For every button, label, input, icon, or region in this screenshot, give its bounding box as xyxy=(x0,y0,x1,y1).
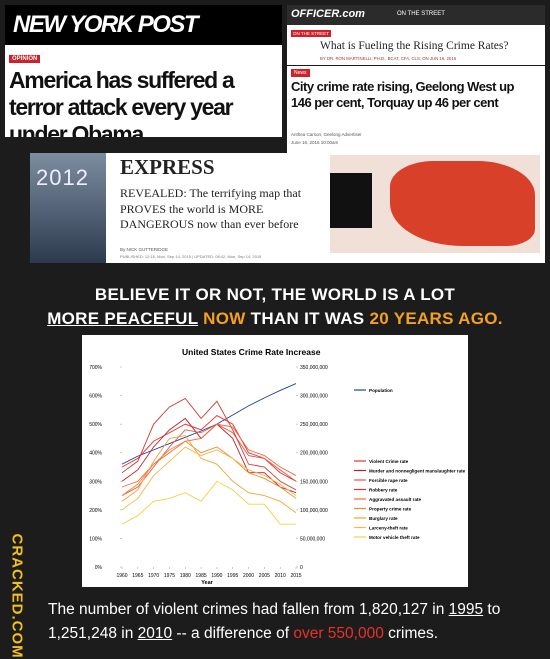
x-tick-label: 1960 xyxy=(116,573,127,579)
y2-tick-label: 50,000,000 xyxy=(300,536,325,542)
y-tick-label: 500% xyxy=(89,422,102,428)
byline: BY DR. RON MARTINELLI, PH.D., BCAT, CFA,… xyxy=(320,56,457,61)
x-tick-label: 2000 xyxy=(243,573,254,579)
caption-part: 1995 xyxy=(448,601,484,618)
tag: News xyxy=(291,69,310,77)
caption-part: The number of violent crimes had fallen … xyxy=(48,601,449,618)
x-tick-label: 1975 xyxy=(164,573,175,579)
y-tick-label: 0% xyxy=(95,565,103,571)
geelong-clip: News City crime rate rising, Geelong Wes… xyxy=(287,66,545,154)
flag xyxy=(330,173,372,228)
caption: The number of violent crimes had fallen … xyxy=(48,598,543,646)
headline: America has suffered a terror attack eve… xyxy=(9,67,235,137)
x-tick-label: 1965 xyxy=(132,573,143,579)
masthead: NEW YORK POST xyxy=(13,11,199,38)
poster-title: 2012 xyxy=(36,165,89,190)
legend-label: Robbery rate xyxy=(369,488,398,493)
y-tick-label: 600% xyxy=(89,394,102,400)
series-line xyxy=(121,397,297,491)
nypost-clip: NEW YORK POST OPINION America has suffer… xyxy=(5,5,282,137)
x-tick-label: 1970 xyxy=(148,573,159,579)
published: PUBLISHED: 12:16, Mon, Sep 14, 2015 | UP… xyxy=(120,254,262,259)
author: Anthea Carson, Geelong Advertiser xyxy=(291,132,362,137)
caption-part: -- a difference of xyxy=(172,625,294,642)
chart: United States Crime Rate Increase Year 0… xyxy=(82,335,468,587)
x-tick-label: 2005 xyxy=(259,573,270,579)
y2-tick-label: 150,000,000 xyxy=(300,479,328,485)
y2-tick-label: 300,000,000 xyxy=(300,394,328,400)
headline: MORE PEACEFUL NOW THAN IT WAS 20 YEARS A… xyxy=(0,306,550,331)
legend-label: Violent Crime rate xyxy=(369,459,409,464)
headline: REVEALED: The terrifying map that PROVES… xyxy=(120,186,302,231)
y-tick-label: 400% xyxy=(89,451,102,457)
series-line xyxy=(121,480,296,525)
caption-part: crimes. xyxy=(383,625,439,642)
y2-tick-label: 350,000,000 xyxy=(300,365,328,371)
headline: What is Fueling the Rising Crime Rates? xyxy=(320,40,509,52)
logo: OFFICER.com xyxy=(291,8,365,20)
y-tick-label: 100% xyxy=(89,536,102,542)
nav: ON THE STREET xyxy=(397,11,445,17)
masthead-bar xyxy=(5,5,282,45)
watermark: CRACKED.COM xyxy=(8,533,26,659)
legend-label: Population xyxy=(369,388,393,393)
x-axis-label: Year xyxy=(201,580,213,586)
series-line xyxy=(121,383,297,465)
y2-tick-label: 200,000,000 xyxy=(300,451,328,457)
byline: By NICK GUTTERIDGE xyxy=(120,247,169,252)
legend-label: Larceny-theft rate xyxy=(369,526,408,531)
y2-tick-label: 100,000,000 xyxy=(300,508,328,514)
y-tick-label: 200% xyxy=(89,508,102,514)
y2-tick-label: 250,000,000 xyxy=(300,422,328,428)
legend-label: Aggravated assault rate xyxy=(369,497,422,502)
series-line xyxy=(121,423,297,496)
y-tick-label: 700% xyxy=(89,365,102,371)
headline-part: NOW xyxy=(203,309,246,328)
section: OPINION xyxy=(9,55,41,63)
chart-title: United States Crime Rate Increase xyxy=(182,347,321,357)
x-tick-label: 2010 xyxy=(275,573,286,579)
caption-part: 2010 xyxy=(137,625,173,642)
logo: EXPRESS xyxy=(120,155,215,179)
headline-part: THAN IT WAS xyxy=(250,309,365,328)
express-clip: 2012 EXPRESS REVEALED: The terrifying ma… xyxy=(30,153,545,263)
nav-bar xyxy=(287,5,545,25)
x-tick-label: 1990 xyxy=(211,573,222,579)
poster xyxy=(30,153,106,263)
headline: City crime rate rising, Geelong West up … xyxy=(291,79,515,110)
officer-clip: OFFICER.com ON THE STREET ON THE STREET … xyxy=(287,5,545,65)
caption-part: over 550,000 xyxy=(293,625,384,642)
legend-label: Property crime rate xyxy=(369,507,412,512)
section: ON THE STREET xyxy=(291,30,331,37)
map-region xyxy=(390,161,535,246)
series-line xyxy=(121,435,297,514)
y-tick-label: 300% xyxy=(89,479,102,485)
headline: BELIEVE IT OR NOT, THE WORLD IS A LOT xyxy=(0,282,550,307)
legend-label: Motor vehicle theft rate xyxy=(369,535,420,540)
x-tick-label: 1985 xyxy=(196,573,207,579)
headline-part: MORE PEACEFUL xyxy=(47,309,199,328)
headline-part: 20 YEARS AGO. xyxy=(369,309,503,328)
legend-label: Forcible rape rate xyxy=(369,478,408,483)
headline-part: BELIEVE IT OR NOT, THE WORLD IS A LOT xyxy=(94,285,456,304)
caption-part: to 1,251,248 in xyxy=(48,601,501,642)
date: June 16, 2016 10:00am xyxy=(291,140,339,145)
legend-label: Burglary rate xyxy=(369,516,398,521)
x-tick-label: 1980 xyxy=(180,573,191,579)
x-tick-label: 1995 xyxy=(227,573,238,579)
series-line xyxy=(121,446,297,511)
y2-tick-label: 0 xyxy=(300,565,303,571)
x-tick-label: 2015 xyxy=(290,573,301,579)
legend-label: Murder and nonnegligent manslaughter rat… xyxy=(369,469,466,474)
series-line xyxy=(121,440,297,499)
